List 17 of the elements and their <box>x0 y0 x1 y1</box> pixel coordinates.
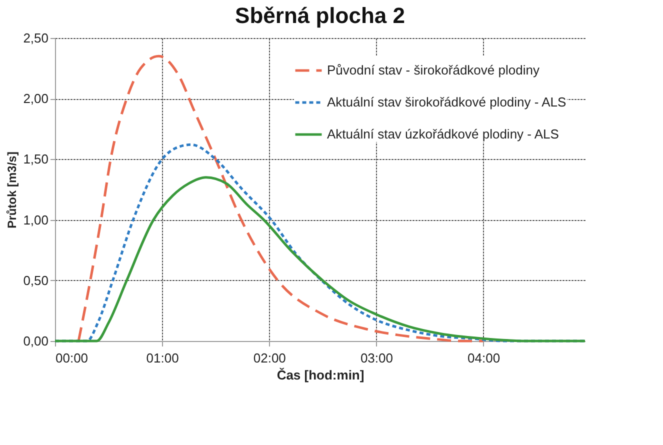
legend-label: Aktuální stav širokořádkové plodiny - ALS <box>327 94 567 110</box>
y-tick-label: 0,50 <box>23 272 48 288</box>
chart-title: Sběrná plocha 2 <box>235 3 405 28</box>
x-tick-label: 03:00 <box>360 350 393 366</box>
y-tick-label: 2,50 <box>23 30 48 46</box>
y-tick-label: 2,00 <box>23 91 48 106</box>
legend-label: Aktuální stav úzkořádkové plodiny - ALS <box>327 126 560 142</box>
x-axis-title: Čas [hod:min] <box>276 368 364 382</box>
y-tick-label: 1,00 <box>23 212 48 228</box>
x-tick-label: 01:00 <box>146 350 179 366</box>
x-tick-label: 04:00 <box>468 350 500 366</box>
y-tick-label: 1,50 <box>23 152 48 167</box>
y-axis-title: Průtok [m3/s] <box>5 152 20 228</box>
y-tick-label: 0,00 <box>23 334 48 348</box>
legend-label: Původní stav - širokořádkové plodiny <box>327 62 540 78</box>
x-tick-label: 00:00 <box>56 350 88 366</box>
x-tick-label: 02:00 <box>253 350 286 366</box>
